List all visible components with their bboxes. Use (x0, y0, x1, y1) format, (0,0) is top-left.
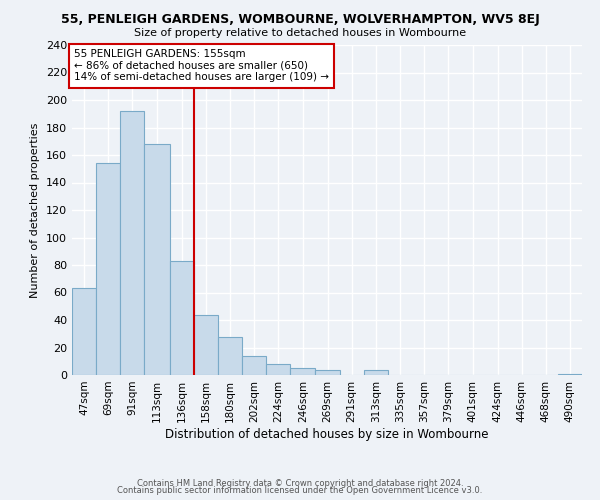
Bar (242, 356, 266, 375)
Bar (290, 368, 316, 375)
Bar (170, 261, 194, 375)
Text: Contains public sector information licensed under the Open Government Licence v3: Contains public sector information licen… (118, 486, 482, 495)
Bar (120, 111, 145, 375)
Text: Contains HM Land Registry data © Crown copyright and database right 2024.: Contains HM Land Registry data © Crown c… (137, 478, 463, 488)
Y-axis label: Number of detached properties: Number of detached properties (31, 122, 40, 298)
Bar (218, 336, 242, 375)
Bar (316, 370, 340, 375)
Bar (96, 163, 120, 375)
Bar (145, 144, 170, 375)
Bar (72, 288, 96, 375)
X-axis label: Distribution of detached houses by size in Wombourne: Distribution of detached houses by size … (165, 428, 489, 440)
Bar (558, 374, 582, 375)
Bar (364, 370, 388, 375)
Bar (194, 314, 218, 375)
Text: 55, PENLEIGH GARDENS, WOMBOURNE, WOLVERHAMPTON, WV5 8EJ: 55, PENLEIGH GARDENS, WOMBOURNE, WOLVERH… (61, 12, 539, 26)
Text: 55 PENLEIGH GARDENS: 155sqm
← 86% of detached houses are smaller (650)
14% of se: 55 PENLEIGH GARDENS: 155sqm ← 86% of det… (74, 49, 329, 82)
Bar (266, 364, 290, 375)
Text: Size of property relative to detached houses in Wombourne: Size of property relative to detached ho… (134, 28, 466, 38)
